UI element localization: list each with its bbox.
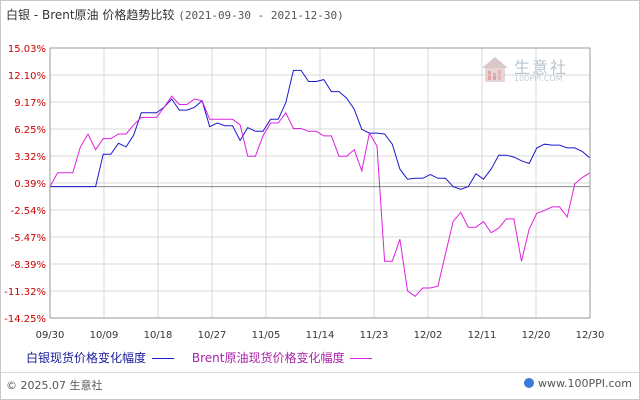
y-tick-label: -8.39% bbox=[11, 260, 46, 271]
y-tick-label: -11.32% bbox=[4, 287, 46, 298]
watermark-url: 100PPI.COM bbox=[514, 74, 563, 83]
grid-lines bbox=[49, 47, 591, 319]
y-tick-label: 0.39% bbox=[14, 179, 46, 190]
x-tick-label: 11/14 bbox=[306, 330, 335, 341]
series-line-silver bbox=[50, 69, 591, 190]
y-tick-label: 9.17% bbox=[14, 98, 46, 109]
x-tick-label: 12/11 bbox=[468, 330, 497, 341]
x-tick-label: 11/23 bbox=[360, 330, 389, 341]
chart-title-date-range: (2021-09-30 - 2021-12-30) bbox=[178, 9, 344, 22]
series-lines bbox=[49, 69, 591, 297]
x-tick-label: 12/30 bbox=[576, 330, 605, 341]
legend-item-silver: 白银现货价格变化幅度 bbox=[26, 349, 175, 366]
plot-border bbox=[49, 47, 591, 319]
footer-url-text[interactable]: www.100PPI.com bbox=[538, 377, 632, 390]
x-tick-label: 12/02 bbox=[414, 330, 443, 341]
watermark-name: 生意社 bbox=[514, 58, 569, 77]
chart-title: 白银 - Brent原油 价格趋势比较 (2021-09-30 - 2021-1… bbox=[6, 6, 344, 23]
legend-label-silver: 白银现货价格变化幅度 bbox=[26, 351, 147, 365]
footer-copyright: © 2025.07 生意社 bbox=[6, 379, 103, 392]
y-tick-label: -14.25% bbox=[4, 314, 46, 325]
x-tick-label: 12/20 bbox=[522, 330, 551, 341]
footer-url[interactable]: www.100PPI.com bbox=[524, 377, 632, 390]
globe-icon bbox=[524, 378, 535, 388]
legend-swatch-silver bbox=[152, 358, 175, 359]
y-tick-label: -5.47% bbox=[11, 233, 46, 244]
y-tick-label: 15.03% bbox=[8, 44, 46, 55]
y-axis-labels: 15.03% 12.10% 9.17% 6.25% 3.32% 0.39% -2.54% -5… bbox=[4, 44, 46, 325]
series-line-brent bbox=[49, 95, 591, 297]
legend: 白银现货价格变化幅度 Brent原油现货价格变化幅度 bbox=[26, 349, 386, 366]
y-tick-label: 6.25% bbox=[14, 125, 46, 136]
x-tick-label: 10/09 bbox=[90, 330, 119, 341]
legend-label-brent: Brent原油现货价格变化幅度 bbox=[191, 351, 345, 365]
y-tick-label: -2.54% bbox=[11, 206, 46, 217]
legend-swatch-brent bbox=[350, 358, 373, 359]
legend-item-brent: Brent原油现货价格变化幅度 bbox=[192, 349, 373, 366]
chart-title-main: 白银 - Brent原油 价格趋势比较 bbox=[6, 8, 175, 22]
y-tick-label: 3.32% bbox=[14, 152, 46, 163]
x-tick-label: 09/30 bbox=[36, 330, 65, 341]
x-tick-label: 11/05 bbox=[252, 330, 281, 341]
x-axis-labels: 09/30 10/09 10/18 10/27 11/05 11/14 11/23 12/02… bbox=[36, 330, 605, 341]
x-tick-label: 10/27 bbox=[198, 330, 227, 341]
y-tick-label: 12.10% bbox=[8, 71, 46, 82]
x-tick-label: 10/18 bbox=[144, 330, 173, 341]
footer-divider bbox=[0, 372, 640, 373]
line-chart: 15.03% 12.10% 9.17% 6.25% 3.32% 0.39% -2.54% -5… bbox=[4, 44, 605, 341]
